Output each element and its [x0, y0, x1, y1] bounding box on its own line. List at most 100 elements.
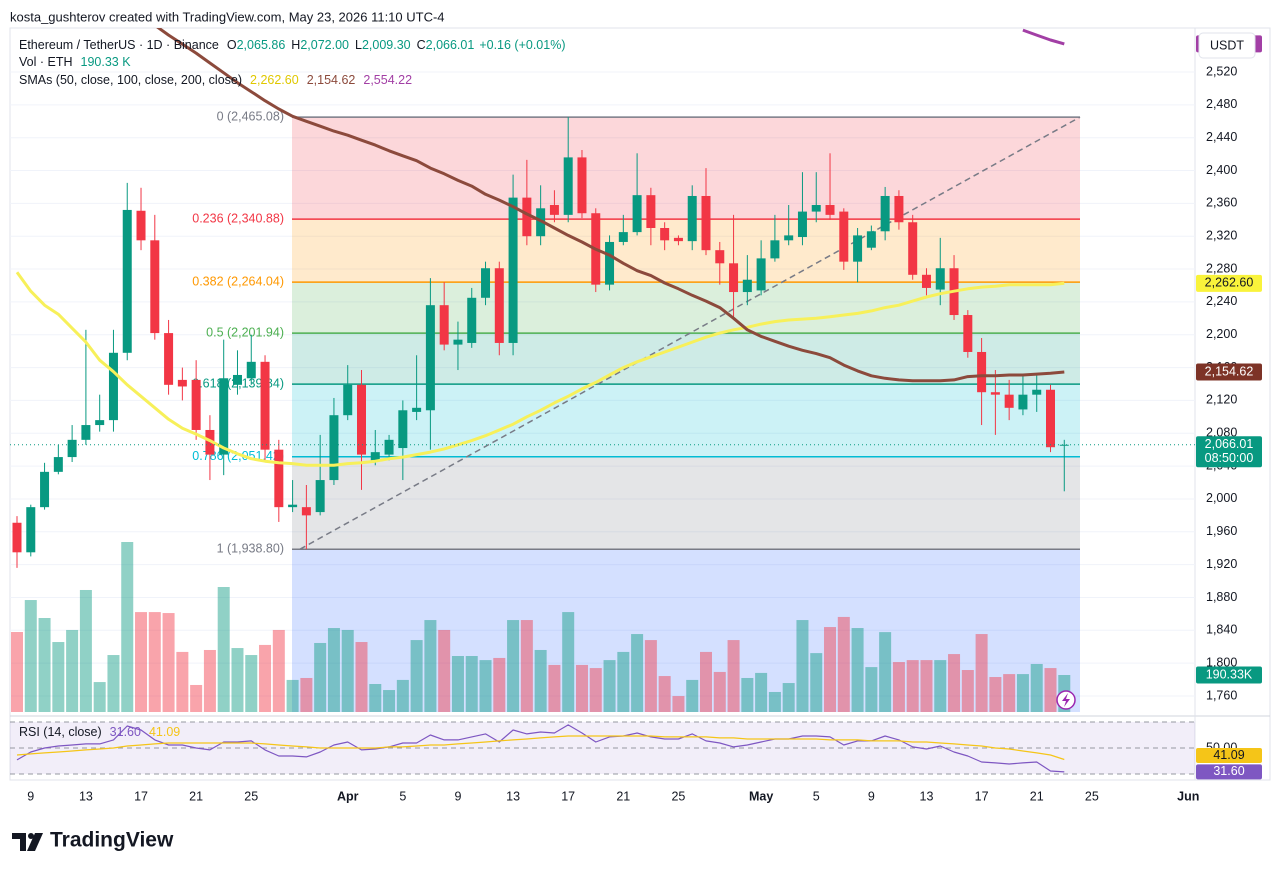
- candle-body: [439, 305, 449, 345]
- x-tick-label: 17: [975, 789, 989, 803]
- volume-bar: [203, 649, 216, 712]
- x-tick-label: 13: [920, 789, 934, 803]
- candle-body: [219, 378, 229, 455]
- volume-bar: [190, 684, 203, 712]
- candle-body: [412, 407, 422, 412]
- candle-body: [301, 507, 311, 516]
- y-tick-label: 2,240: [1206, 294, 1237, 308]
- ohlc-key: H: [291, 38, 300, 52]
- candle-body: [921, 274, 931, 288]
- candle-body: [81, 425, 91, 440]
- ohlc-key: C: [417, 38, 426, 52]
- x-tick-label: 5: [813, 789, 820, 803]
- x-tick-label: Apr: [337, 789, 359, 803]
- volume-bar: [148, 612, 161, 712]
- fib-level-label: 0.236 (2,340.88): [192, 211, 284, 225]
- x-tick-label: 21: [1030, 789, 1044, 803]
- candle-body: [232, 374, 242, 385]
- rsi-value: 41.09: [149, 725, 180, 739]
- y-tick-label: 2,280: [1206, 261, 1237, 275]
- volume-bar: [383, 690, 396, 712]
- current-price-label: 08:50:00: [1205, 451, 1254, 465]
- fib-zone: [292, 219, 1080, 283]
- volume-bar: [686, 679, 699, 712]
- sma-title: SMAs (50, close, 100, close, 200, close): [19, 73, 242, 87]
- sma-lines: [15, 28, 1065, 467]
- volume-bar: [837, 616, 850, 712]
- x-tick-label: 9: [27, 789, 34, 803]
- volume-bar: [768, 691, 781, 712]
- y-tick-label: 1,760: [1206, 688, 1237, 702]
- candle-body: [1004, 394, 1014, 408]
- current-price-label-bg: [1196, 436, 1262, 468]
- candle-body: [866, 231, 876, 248]
- volume-bar: [589, 668, 602, 712]
- legend-line: Vol · ETH 190.33 K: [19, 55, 131, 69]
- candle-body: [770, 240, 780, 259]
- x-tick-label: 17: [561, 789, 575, 803]
- volume-bar: [534, 649, 547, 712]
- volume-bar: [314, 642, 327, 712]
- volume-bar: [920, 660, 933, 712]
- candle-body: [894, 195, 904, 223]
- candle-body: [40, 471, 50, 508]
- volume-bar: [796, 620, 809, 712]
- volume-bar: [727, 640, 740, 712]
- fib-zone: [292, 384, 1080, 457]
- ohlc-key: O: [227, 38, 237, 52]
- volume-bar: [424, 620, 437, 712]
- candle-body: [357, 384, 366, 455]
- candle-body: [687, 195, 697, 242]
- frame: [9, 27, 1271, 781]
- volume-bar: [79, 589, 92, 712]
- candle-body: [673, 237, 683, 242]
- volume-bar: [479, 660, 492, 712]
- y-tick-label: 1,960: [1206, 524, 1237, 538]
- volume-bar: [1003, 674, 1016, 712]
- price-change: +0.16 (+0.01%): [479, 38, 565, 52]
- volume-bar: [451, 656, 464, 712]
- credit: kosta_gushterov created with TradingView…: [10, 9, 445, 24]
- y-tick-label: 2,000: [1206, 491, 1237, 505]
- rsi-line: [16, 735, 1065, 761]
- current-price-label: 2,066.01: [1205, 437, 1254, 451]
- candle-body: [122, 209, 132, 353]
- fib-zone: [292, 456, 1080, 550]
- volume-bar: [879, 632, 892, 712]
- candle-body: [108, 352, 118, 421]
- y-tick-label: 1,800: [1206, 655, 1237, 669]
- candle-body: [274, 449, 284, 508]
- candle-body: [467, 297, 477, 343]
- volume-bar: [107, 655, 120, 712]
- sma-value: 2,154.62: [307, 73, 356, 87]
- volume-bar: [631, 634, 644, 712]
- rsi-value: 31.60: [110, 725, 141, 739]
- candle-body: [494, 268, 504, 343]
- fib-level-label: 0.5 (2,201.94): [206, 325, 284, 339]
- rsi-axis-label-bg: [1196, 748, 1262, 764]
- volume-bar: [369, 684, 382, 712]
- volume-bar: [24, 600, 37, 712]
- volume-bar: [975, 634, 988, 712]
- x-tick-label: 9: [868, 789, 875, 803]
- volume-bar: [658, 676, 671, 712]
- candle-body: [12, 522, 22, 553]
- y-tick-label: 2,080: [1206, 426, 1237, 440]
- volume-bar: [672, 696, 685, 712]
- volume-bar: [1016, 674, 1029, 712]
- ohlc-value: 2,009.30: [362, 38, 411, 52]
- candle-body: [508, 197, 518, 343]
- volume-bar: [135, 612, 148, 712]
- rsi-pane: [10, 721, 1195, 775]
- candle-body: [329, 415, 339, 481]
- volume-axis-label: 190.33K: [1206, 667, 1253, 681]
- volume-axis-label-bg: [1196, 666, 1262, 684]
- volume-bar: [548, 664, 561, 712]
- volume-bar: [603, 660, 616, 712]
- rsi-title: RSI (14, close): [19, 725, 102, 739]
- x-tick-label: Jun: [1177, 789, 1199, 803]
- candle-body: [177, 379, 187, 387]
- candle-body: [632, 195, 642, 233]
- volume-bar: [396, 679, 409, 712]
